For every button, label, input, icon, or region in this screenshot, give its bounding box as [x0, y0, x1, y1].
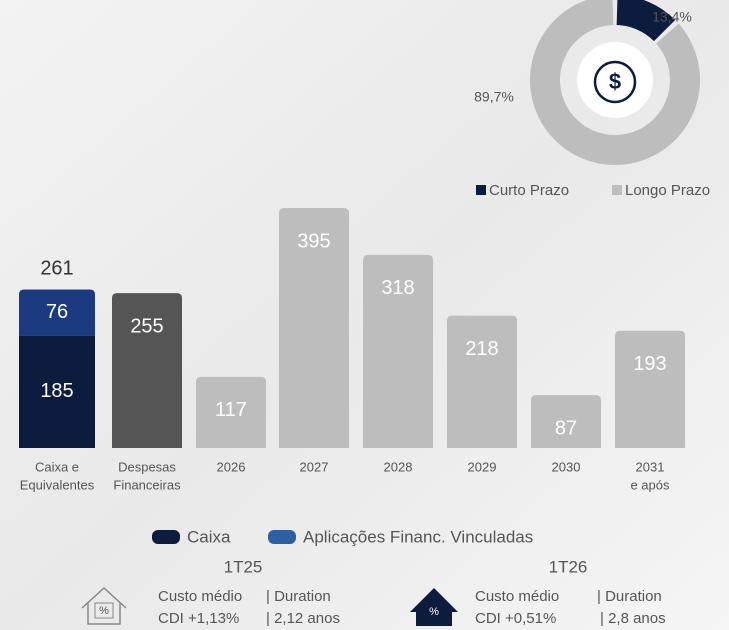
x-tick-label: 2030 — [552, 459, 581, 474]
x-tick-label: Despesas — [118, 459, 176, 474]
bar-value-label: 193 — [633, 353, 666, 375]
bar — [531, 395, 601, 448]
icon-symbol: % — [99, 605, 109, 617]
duration-value: | 2,12 anos — [266, 610, 340, 627]
x-tick-label: 2031 — [636, 459, 665, 474]
x-tick-label: 2028 — [384, 459, 413, 474]
x-tick-label: Caixa e — [35, 459, 79, 474]
legend-swatch — [152, 530, 180, 544]
value-label: 13,4% — [652, 9, 692, 25]
donut-slice — [616, 0, 676, 42]
x-tick-label: 2026 — [217, 459, 246, 474]
house-icon — [81, 586, 127, 625]
bar-segment — [19, 289, 95, 336]
stack-total-label: 261 — [40, 258, 73, 280]
icon-box — [94, 602, 114, 619]
coin-icon — [593, 60, 637, 104]
x-tick-label: e após — [630, 477, 670, 492]
bar-value-label: 395 — [297, 230, 330, 252]
bar-value-label: 185 — [40, 380, 73, 402]
legend-swatch — [476, 185, 486, 195]
cost-label: Custo médio — [158, 588, 242, 605]
legend-label: Curto Prazo — [489, 182, 569, 199]
legend-label: Caixa — [187, 527, 231, 546]
cost-value: CDI +1,13% — [158, 610, 239, 627]
legend-label: Aplicações Financ. Vinculadas — [303, 527, 533, 546]
bar — [279, 208, 349, 448]
legend-swatch — [268, 530, 296, 544]
bar — [112, 293, 182, 448]
x-tick-label: Equivalentes — [20, 477, 95, 492]
bar-value-label: 76 — [46, 301, 68, 323]
period: 1T25 — [224, 557, 263, 576]
bar-segment — [19, 335, 95, 448]
bar — [615, 330, 685, 448]
duration-label: | Duration — [266, 588, 331, 605]
house-icon — [410, 588, 458, 626]
legend-label: Longo Prazo — [625, 182, 710, 199]
x-tick-label: Financeiras — [113, 477, 181, 492]
bar — [363, 254, 433, 448]
duration-label: | Duration — [597, 588, 662, 605]
bar-value-label: 87 — [555, 417, 577, 439]
duration-value: | 2,8 anos — [600, 610, 666, 627]
icon-symbol: % — [429, 606, 439, 618]
donut-slice — [530, 0, 700, 165]
donut-center — [577, 42, 653, 118]
bar-value-label: 318 — [381, 277, 414, 299]
x-tick-label: 2029 — [468, 459, 497, 474]
footer-right: 1T26 % Custo médio CDI +0,51% | Duration… — [410, 557, 666, 627]
cost-label: Custo médio — [475, 588, 559, 605]
value-label: 89,7% — [474, 89, 514, 105]
period: 1T26 — [549, 557, 588, 576]
bar-value-label: 117 — [215, 399, 247, 421]
footer-left: 1T25 % Custo médio CDI +1,13% | Duration… — [81, 557, 340, 627]
bar-value-label: 218 — [465, 338, 498, 360]
coin-symbol: $ — [609, 69, 621, 94]
x-tick-label: 2027 — [300, 459, 329, 474]
legend-swatch — [612, 185, 622, 195]
bar — [447, 315, 517, 448]
bar-value-label: 255 — [130, 315, 163, 337]
cost-value: CDI +0,51% — [475, 610, 556, 627]
bar — [196, 376, 266, 448]
